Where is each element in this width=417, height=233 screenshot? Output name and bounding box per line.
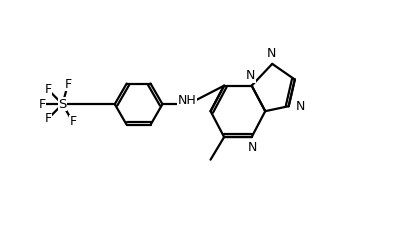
Text: F: F	[45, 112, 52, 125]
Text: S: S	[58, 98, 67, 111]
Text: F: F	[38, 98, 45, 111]
Text: N: N	[267, 47, 276, 60]
Text: N: N	[248, 141, 257, 154]
Text: N: N	[246, 69, 255, 82]
Text: F: F	[64, 78, 71, 91]
Text: N: N	[296, 100, 305, 113]
Text: F: F	[69, 116, 76, 128]
Text: F: F	[45, 83, 52, 96]
Text: NH: NH	[178, 94, 196, 106]
